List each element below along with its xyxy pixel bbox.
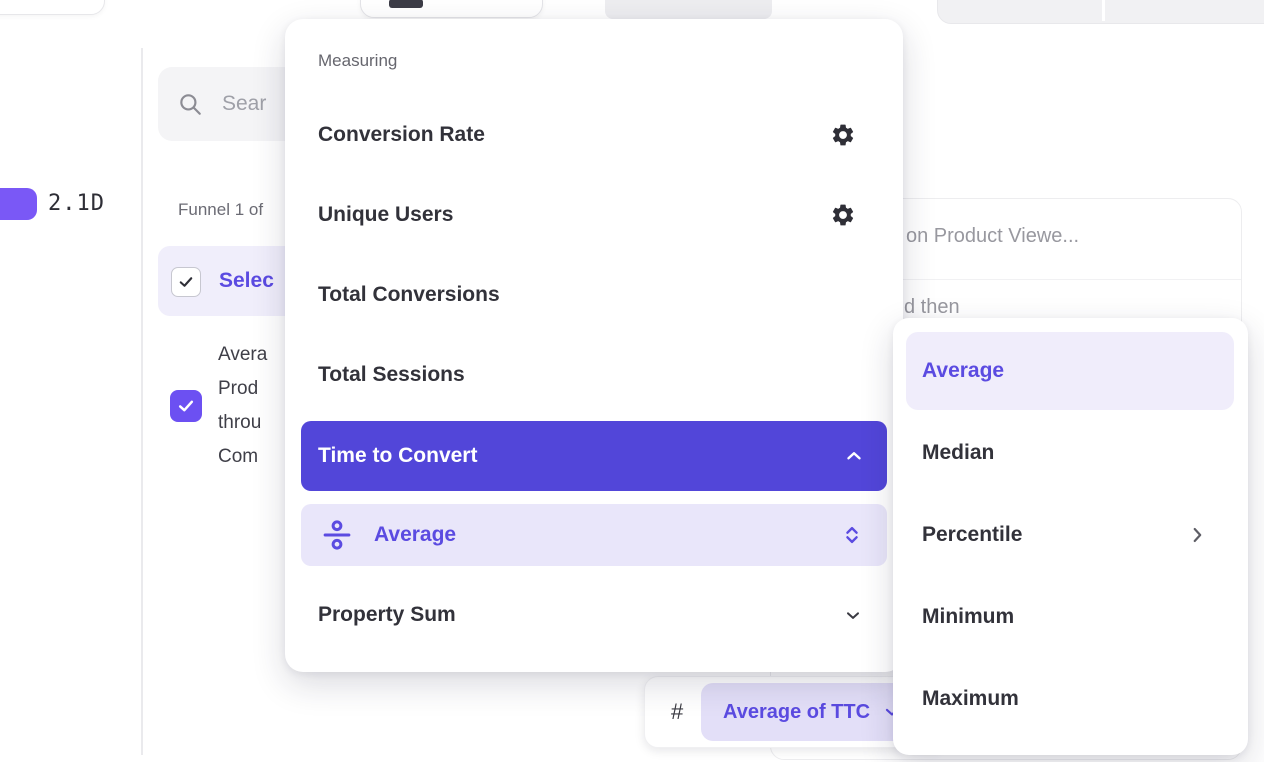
divide-icon xyxy=(323,520,351,550)
step-event-text: on Product Viewe... xyxy=(906,225,1080,247)
aggregation-selector-row[interactable]: Average xyxy=(301,504,887,566)
toolbar-button[interactable] xyxy=(360,0,543,18)
series-badge: 2.1D xyxy=(48,191,105,216)
menu-item-unique-users[interactable]: Unique Users xyxy=(318,195,453,235)
card-divider xyxy=(771,279,1241,280)
aggregation-item-maximum[interactable]: Maximum xyxy=(906,679,1234,719)
metric-selector-label: Average of TTC xyxy=(723,700,871,723)
gear-icon xyxy=(832,204,854,226)
top-right-tabs[interactable] xyxy=(937,0,1264,24)
aggregation-item-label: Percentile xyxy=(922,523,1023,546)
menu-item-total-conversions[interactable]: Total Conversions xyxy=(318,275,500,315)
menu-item-total-sessions[interactable]: Total Sessions xyxy=(318,355,465,395)
step-checkbox-checked[interactable] xyxy=(171,267,201,297)
menu-item-conversion-rate[interactable]: Conversion Rate xyxy=(318,115,485,155)
conversion-rate-settings-button[interactable] xyxy=(830,122,856,148)
aggregation-item-average-selected[interactable]: Average xyxy=(906,332,1234,410)
chevron-up-icon xyxy=(847,452,861,460)
menu-item-label: Property Sum xyxy=(318,603,456,626)
menu-item-label: Total Sessions xyxy=(318,363,465,386)
aggregation-item-label: Maximum xyxy=(922,687,1019,710)
checkmark-icon xyxy=(178,400,194,412)
measuring-menu-header: Measuring xyxy=(318,51,398,70)
menu-item-time-to-convert-selected[interactable]: Time to Convert xyxy=(301,421,887,491)
menu-item-label: Unique Users xyxy=(318,203,454,226)
funnel-count-label: Funnel 1 of xyxy=(178,200,264,219)
aggregation-item-label: Median xyxy=(922,441,995,464)
search-icon xyxy=(180,94,201,115)
menu-item-label: Conversion Rate xyxy=(318,123,485,146)
event-description-line: Prod xyxy=(218,378,259,399)
toolbar-button-icon xyxy=(389,0,423,8)
aggregation-item-percentile[interactable]: Percentile xyxy=(906,515,1234,555)
gear-icon xyxy=(832,124,854,146)
chevron-down-icon xyxy=(847,612,859,619)
aggregation-item-median[interactable]: Median xyxy=(906,433,1234,473)
sort-chevrons-icon xyxy=(846,526,858,544)
search-placeholder: Sear xyxy=(222,92,267,115)
menu-item-property-sum[interactable]: Property Sum xyxy=(301,595,887,635)
event-description-line: Com xyxy=(218,446,259,467)
aggregation-item-minimum[interactable]: Minimum xyxy=(906,597,1234,637)
metric-card: # Average of TTC xyxy=(644,676,946,748)
event-checkbox-checked[interactable] xyxy=(170,390,202,422)
unique-users-settings-button[interactable] xyxy=(830,202,856,228)
aggregation-item-label: Minimum xyxy=(922,605,1015,628)
aggregation-selector-label: Average xyxy=(374,523,457,546)
menu-item-label: Time to Convert xyxy=(318,444,478,467)
series-color-swatch xyxy=(0,188,37,220)
event-description-line: Avera xyxy=(218,344,268,365)
menu-item-label: Total Conversions xyxy=(318,283,500,306)
event-description: Avera Prod throu Com xyxy=(218,338,308,474)
checkmark-icon xyxy=(179,277,193,287)
toolbar-segment[interactable] xyxy=(605,0,772,19)
measuring-menu: Measuring Conversion Rate Unique Users T… xyxy=(285,19,903,672)
numeric-type-symbol: # xyxy=(671,699,684,724)
aggregation-item-label: Average xyxy=(922,359,1005,382)
aggregation-menu: Average Median Percentile Minimum Maximu… xyxy=(893,318,1248,755)
panel-divider xyxy=(141,48,143,755)
event-description-line: throu xyxy=(218,412,262,433)
connector-text: d then xyxy=(904,296,960,318)
step-label: Selec xyxy=(219,269,274,292)
top-left-card xyxy=(0,0,105,15)
chevron-right-icon xyxy=(1193,527,1202,543)
tabs-divider xyxy=(1102,0,1105,21)
